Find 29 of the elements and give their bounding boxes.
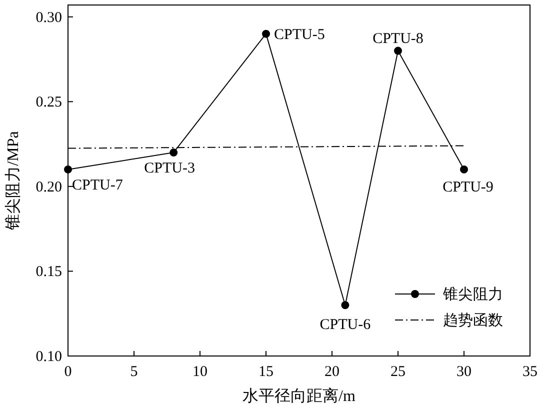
legend-label: 锥尖阻力	[442, 286, 503, 303]
x-tick-label: 5	[130, 364, 138, 380]
x-tick-label: 25	[390, 364, 406, 380]
point	[170, 148, 178, 157]
annotation: CPTU-5	[274, 26, 325, 43]
x-tick-label: 35	[522, 364, 538, 380]
x-tick-label: 10	[192, 364, 208, 380]
x-tick-label: 30	[456, 364, 472, 380]
annotation: CPTU-9	[442, 179, 494, 196]
y-tick-label: 0.25	[36, 94, 62, 111]
point	[262, 30, 270, 38]
x-axis-title: 水平径向距离/m	[242, 387, 356, 405]
annotation: CPTU-8	[372, 30, 424, 47]
y-tick-label: 0.15	[36, 264, 62, 280]
y-tick-label: 0.20	[36, 179, 62, 196]
x-tick-label: 0	[64, 364, 72, 380]
x-tick-label: 20	[324, 364, 340, 380]
x-tick-label: 15	[258, 364, 274, 380]
annotation: CPTU-7	[72, 177, 124, 194]
annotation: CPTU-3	[144, 160, 196, 177]
annotation: CPTU-6	[320, 317, 372, 334]
y-axis-title: 锥尖阻力/MPa	[4, 131, 22, 231]
point	[64, 165, 72, 174]
y-tick-label: 0.30	[36, 10, 62, 26]
point	[394, 46, 402, 55]
point	[341, 301, 350, 310]
y-tick-label: 0.10	[36, 349, 62, 365]
legend-label: 趋势函数	[443, 312, 503, 329]
point	[460, 165, 468, 174]
